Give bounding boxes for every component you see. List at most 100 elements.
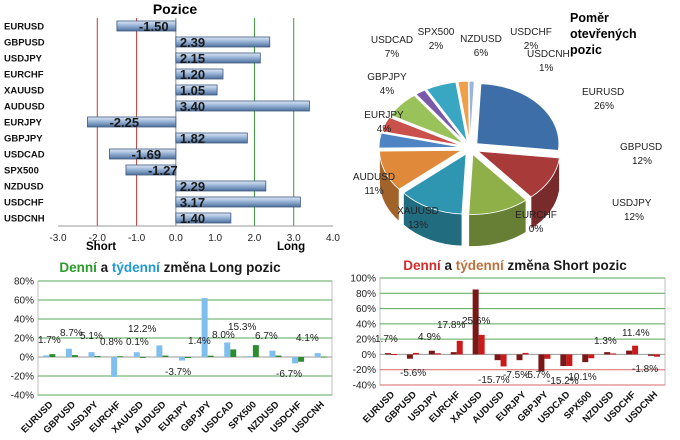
change-bar [604, 352, 611, 355]
data-label: 5.1% [80, 331, 103, 342]
short-chart-title: Denní a týdenní změna Short pozic [403, 258, 627, 273]
bar-value-label: 1.82 [180, 131, 205, 146]
x-tick-label: -3.0 [49, 233, 67, 244]
position-bar [175, 52, 261, 64]
bar-value-label: 2.39 [180, 35, 205, 50]
short-label: Short [86, 241, 116, 253]
y-tick-label: -20% [353, 365, 376, 376]
long-title-weekly: týdenní [112, 260, 161, 275]
pie-label-name: EURUSD [582, 87, 624, 98]
y-tick-label: -40% [11, 391, 34, 402]
pie-label-value: 12% [624, 212, 644, 223]
change-bar [179, 357, 185, 361]
position-bar [175, 132, 248, 144]
category-label: GBPUSD [4, 38, 45, 49]
pie-label-value: 4% [380, 86, 395, 97]
data-label: 0.1% [126, 337, 149, 348]
change-bar [544, 354, 551, 359]
change-bar [162, 355, 169, 357]
y-tick-label: 40% [356, 319, 376, 330]
y-tick-label: 60% [14, 296, 34, 307]
category-label: XAUUSD [4, 86, 44, 97]
y-tick-label: -20% [11, 372, 34, 383]
bar-value-label: 3.40 [180, 99, 205, 114]
pie-title-line3: pozic [570, 43, 602, 57]
x-tick-label: 0.0 [169, 233, 183, 244]
data-label: -1.8% [632, 364, 658, 375]
change-bar [133, 352, 140, 357]
position-bar [175, 180, 267, 192]
pie-slice [468, 80, 475, 142]
y-tick-label: 80% [14, 277, 34, 288]
long-title-and: a [97, 260, 112, 275]
change-bar [65, 348, 72, 357]
pie-label-value: 0% [529, 224, 544, 235]
category-label: EURCHF [4, 70, 44, 81]
x-tick-label: 2.0 [247, 233, 261, 244]
change-bar [117, 356, 124, 358]
change-bar [626, 350, 633, 355]
pie-slice [476, 150, 560, 198]
bar-value-label: 2.29 [180, 179, 205, 194]
pie-title-line1: Poměr [570, 11, 609, 25]
category-label: NZDUSD [4, 182, 44, 193]
data-label: 1.4% [188, 336, 211, 347]
data-label: 1.3% [594, 336, 617, 347]
change-bar [292, 357, 299, 364]
position-bar [87, 116, 177, 128]
change-bar [269, 350, 276, 357]
position-bar [109, 148, 177, 160]
change-bar [71, 355, 78, 357]
change-bar [632, 345, 639, 355]
change-bar [500, 354, 507, 367]
x-tick-label: 4.0 [326, 233, 340, 244]
pie-slice [468, 153, 527, 215]
category-label: GBPJPY [4, 134, 43, 145]
change-bar [412, 352, 419, 355]
data-label: -10.1% [565, 372, 597, 383]
pie-label-name: AUDUSD [353, 172, 395, 183]
pie-slices [378, 80, 560, 247]
bar-value-label: 1.40 [180, 211, 205, 226]
data-label: 17.8% [437, 320, 465, 331]
bar-value-label: -2.25 [109, 115, 139, 130]
change-bar [560, 354, 567, 367]
pie-slice [426, 81, 468, 142]
positions-bars: EURUSD -1.50 GBPUSD 2.39 USDJPY 2.15 EURCHF 1.2… [4, 19, 310, 226]
change-bar [298, 357, 305, 362]
change-bar [478, 334, 485, 355]
data-label: 0.8% [100, 337, 123, 348]
pie-label-value: 26% [594, 101, 614, 112]
bar-value-label: 1.20 [180, 67, 205, 82]
change-bar [156, 345, 163, 357]
position-bar [175, 100, 310, 112]
change-bar [201, 298, 208, 357]
data-label: -6.7% [276, 369, 302, 380]
bar-value-label: -1.69 [131, 147, 161, 162]
position-bar [175, 212, 232, 224]
positions-title: Pozice [153, 1, 198, 17]
data-label: -5.6% [400, 368, 426, 379]
change-bar [494, 354, 501, 361]
change-bar [390, 354, 397, 356]
bar-value-label: -1.50 [139, 19, 169, 34]
change-bar [246, 356, 253, 358]
pie-slice [378, 132, 462, 149]
y-tick-label: 60% [356, 304, 376, 315]
change-bar [94, 356, 101, 358]
y-tick-label: 40% [14, 315, 34, 326]
change-bar [566, 354, 573, 367]
change-bar [185, 357, 191, 358]
short-title-and: a [441, 258, 456, 273]
short-title-weekly: týdenní [456, 258, 505, 273]
pie-label-value: 1% [539, 63, 554, 74]
change-bar [320, 356, 327, 358]
data-label: 1.7% [375, 334, 398, 345]
pie-label-name: GBPJPY [367, 72, 407, 83]
data-label: 8.7% [60, 328, 83, 339]
change-bar [275, 355, 282, 357]
pie-label-value: 4% [377, 124, 392, 135]
change-bar [207, 355, 214, 357]
change-bar [230, 349, 237, 357]
data-label: -5.7% [524, 370, 550, 381]
